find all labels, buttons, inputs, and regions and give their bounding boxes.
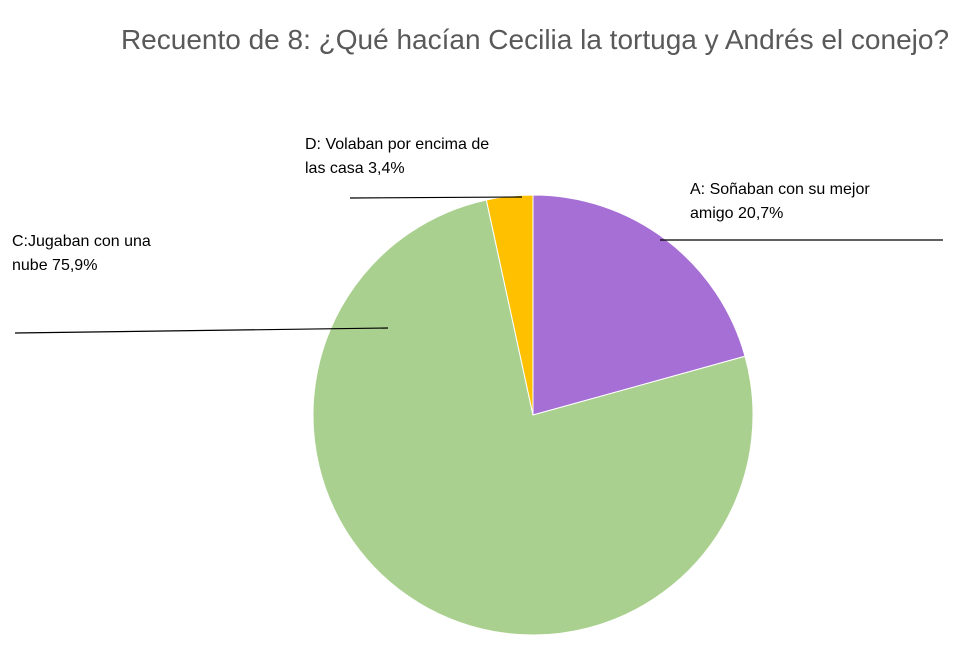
label-value: 3,4% [368,160,405,177]
data-label: D: Volaban por encima de las casa 3,4% [305,133,490,181]
leader-line [349,196,523,199]
label-category: C:Jugaban con una nube [12,233,151,274]
data-label: A: Soñaban con su mejor amigo 20,7% [690,178,905,226]
label-category: A: Soñaban con su mejor amigo [690,181,870,222]
label-category: D: Volaban por encima de las casa [305,136,490,177]
leader-line [14,327,389,334]
pie-slice [485,194,534,416]
data-label: C:Jugaban con una nube 75,9% [12,230,172,278]
slices [312,194,754,636]
chart-title: Recuento de 8: ¿Qué hacían Cecilia la to… [120,24,950,55]
label-value: 75,9% [52,257,98,274]
pie-slice [312,199,754,636]
label-value: 20,7% [738,205,784,222]
